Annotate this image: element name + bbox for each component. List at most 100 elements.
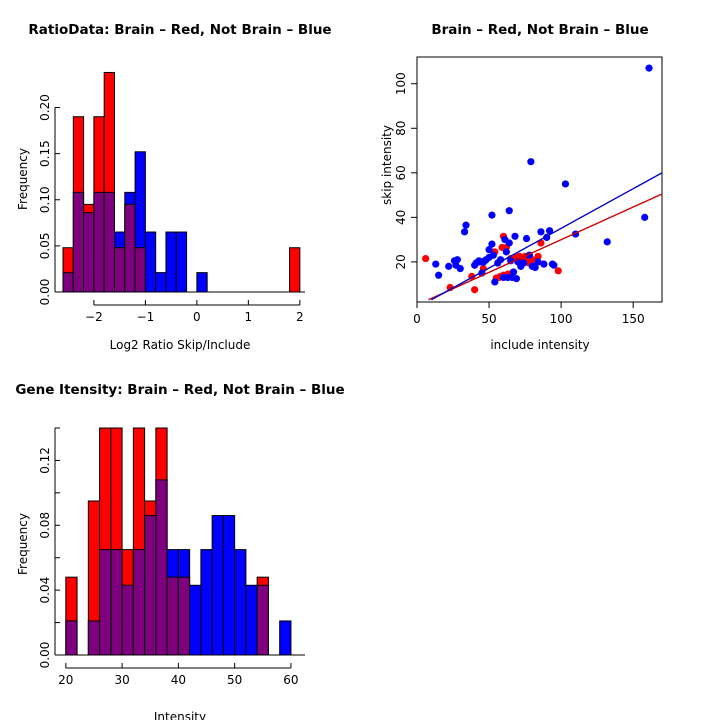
ytick-label: 0.00 [38, 642, 52, 669]
histogram-bar [211, 515, 224, 656]
ratio-histogram-xaxis: −2 −1 0 1 2 [85, 300, 304, 324]
histogram-bar-overlap [65, 620, 78, 656]
scatter-point [534, 252, 542, 260]
scatter-point [432, 260, 440, 268]
xtick-label: 2 [296, 310, 304, 324]
xtick-label: 0 [193, 310, 201, 324]
xtick-label: 1 [245, 310, 253, 324]
ratio-histogram-plot: 0.00 0.05 0.10 0.15 0.20 −2 −1 0 1 2 [38, 71, 305, 324]
ratio-histogram-title: RatioData: Brain – Red, Not Brain – Blue [28, 22, 332, 38]
panel-ratio-histogram: RatioData: Brain – Red, Not Brain – Blue… [0, 0, 360, 360]
panel-intensity-scatter: Brain – Red, Not Brain – Blue 20 40 60 80 10… [360, 0, 720, 360]
scatter-point [554, 267, 562, 275]
scatter-point [488, 211, 496, 219]
scatter-point [512, 275, 521, 283]
histogram-bar [200, 549, 213, 656]
histogram-bar-overlap [134, 247, 146, 293]
scatter-point [485, 246, 493, 254]
scatter-point [520, 259, 528, 267]
scatter-point [462, 221, 470, 229]
xtick-label: 100 [550, 312, 573, 326]
histogram-bar [175, 231, 188, 293]
ytick-label: 0.05 [38, 233, 52, 260]
scatter-point [505, 239, 513, 247]
scatter-point [507, 257, 515, 265]
scatter-point [435, 271, 443, 279]
histogram-bar-overlap [177, 576, 191, 656]
histogram-bar-overlap [72, 191, 85, 293]
histogram-bar [234, 549, 247, 656]
ytick-label: 40 [394, 210, 408, 225]
ytick-label: 0.08 [38, 512, 52, 539]
ytick-label: 0.20 [38, 94, 52, 121]
xtick-label: 150 [622, 312, 645, 326]
intensity-scatter-plot: 20 40 60 80 100 0 50 100 150 [394, 56, 663, 326]
scatter-inner [422, 64, 662, 301]
histogram-bar-overlap [62, 272, 74, 293]
scatter-frame [416, 56, 663, 303]
scatter-xaxis: 0 50 100 150 [413, 302, 645, 326]
gene-intensity-yaxis: 0.00 0.04 0.08 0.12 [38, 427, 60, 669]
ratio-histogram-bars [62, 71, 301, 293]
scatter-points [422, 64, 653, 294]
scatter-point [491, 278, 499, 286]
scatter-point [453, 256, 461, 264]
xtick-label: 40 [171, 673, 186, 687]
histogram-bar-overlap [124, 203, 136, 293]
histogram-bar [279, 620, 292, 656]
scatter-point [641, 213, 649, 221]
ratio-histogram-yaxis: 0.00 0.05 0.10 0.15 0.20 [38, 94, 60, 305]
ytick-label: 0.04 [38, 577, 52, 604]
histogram-bar [196, 272, 208, 293]
scatter-point [540, 260, 548, 268]
scatter-point [505, 207, 513, 215]
histogram-bar-overlap [113, 247, 126, 293]
ytick-label: 0.15 [38, 140, 52, 167]
histogram-bar [189, 584, 202, 656]
ratio-histogram-xlabel: Log2 Ratio Skip/Include [109, 338, 251, 352]
scatter-xlabel: include intensity [490, 338, 590, 352]
ytick-label: 0.00 [38, 279, 52, 306]
ytick-label: 60 [394, 165, 408, 180]
scatter-point [511, 232, 519, 240]
histogram-bar-overlap [155, 479, 168, 656]
xtick-label: −1 [137, 310, 155, 324]
scatter-point [550, 261, 558, 269]
xtick-label: 0 [413, 312, 421, 326]
histogram-bar-overlap [256, 584, 269, 656]
gene-intensity-histogram-plot: 0.00 0.04 0.08 0.12 20 30 40 50 60 [38, 427, 305, 687]
scatter-point [502, 248, 510, 256]
gene-intensity-ylabel: Frequency [16, 513, 30, 575]
histogram-bar [289, 247, 301, 293]
xtick-label: 50 [481, 312, 496, 326]
histogram-bar-overlap [144, 515, 157, 656]
scatter-point [522, 234, 531, 243]
scatter-point [603, 238, 611, 246]
histogram-bar [245, 584, 258, 656]
scatter-point [456, 264, 464, 273]
panel-annotation-info: G7188087@J944018@j_at altCassette Mrps31… [360, 360, 720, 720]
scatter-point [460, 228, 469, 236]
ytick-label: 20 [394, 254, 408, 269]
scatter-point [445, 262, 453, 270]
gene-intensity-xaxis: 20 30 40 50 60 [58, 663, 299, 687]
xtick-label: 50 [227, 673, 242, 687]
histogram-bar-overlap [110, 549, 123, 656]
histogram-bar [222, 515, 236, 656]
histogram-bar [155, 272, 167, 293]
scatter-yaxis: 20 40 60 80 100 [394, 72, 417, 270]
ytick-label: 80 [394, 121, 408, 136]
scatter-point [489, 251, 497, 259]
scatter-point [531, 263, 539, 272]
scatter-point [561, 180, 570, 188]
histogram-bar-overlap [166, 576, 179, 656]
histogram-bar-overlap [83, 212, 95, 293]
panel-gene-intensity-histogram: Gene Itensity: Brain – Red, Not Brain – … [0, 360, 360, 720]
xtick-label: −2 [85, 310, 103, 324]
histogram-bar [165, 231, 177, 293]
gene-intensity-xlabel: Intensity [153, 710, 207, 720]
xtick-label: 20 [58, 673, 73, 687]
gene-intensity-title: Gene Itensity: Brain – Red, Not Brain – … [15, 382, 345, 398]
regression-line [431, 172, 662, 301]
scatter-point [537, 228, 545, 236]
